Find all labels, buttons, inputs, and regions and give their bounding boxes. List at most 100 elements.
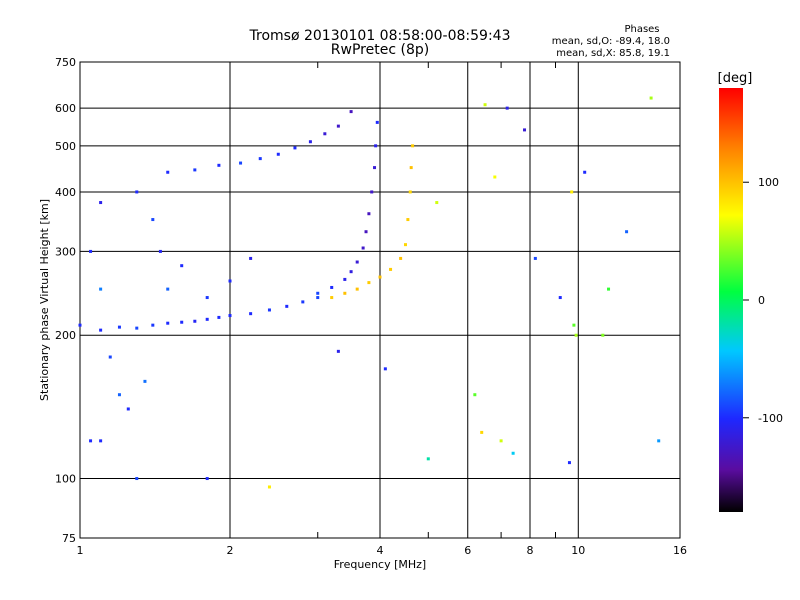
data-point [330, 296, 334, 300]
y-tick-label: 600 [55, 102, 76, 115]
y-tick-label: 100 [55, 473, 76, 486]
data-point [480, 430, 484, 434]
data-point [511, 451, 515, 455]
data-point [625, 230, 629, 234]
x-tick-label: 4 [377, 544, 384, 557]
data-point [558, 296, 562, 300]
x-tick-label: 1 [77, 544, 84, 557]
data-point [205, 477, 209, 481]
data-point [574, 333, 578, 337]
data-point [409, 166, 413, 170]
data-point [364, 230, 368, 234]
data-point [285, 304, 289, 308]
data-point [316, 291, 320, 295]
data-point [406, 218, 410, 222]
data-point [583, 170, 587, 174]
data-point [249, 312, 253, 316]
data-point [349, 110, 353, 114]
colorbar-tick-label: 100 [758, 176, 779, 189]
data-point [180, 320, 184, 324]
data-point [301, 300, 305, 304]
data-point [217, 315, 221, 319]
data-point [117, 393, 121, 397]
data-point [135, 477, 139, 481]
y-axis-label: Stationary phase Virtual Height [km] [38, 199, 51, 401]
data-point [151, 323, 155, 327]
data-point [267, 308, 271, 312]
data-point [408, 190, 412, 194]
data-point [166, 287, 170, 291]
data-point [158, 249, 162, 253]
data-point [523, 128, 527, 132]
data-point [355, 287, 359, 291]
data-point [89, 439, 93, 443]
data-point [389, 267, 393, 271]
data-point [349, 270, 353, 274]
x-tick-label: 10 [571, 544, 585, 557]
data-point [403, 243, 407, 247]
data-point [205, 317, 209, 321]
data-point [108, 355, 112, 359]
data-point [383, 367, 387, 371]
y-tick-label: 300 [55, 245, 76, 258]
data-point [567, 461, 571, 465]
data-point [570, 190, 574, 194]
x-tick-label: 8 [527, 544, 534, 557]
data-point [228, 314, 232, 318]
data-point [370, 190, 374, 194]
data-point [323, 132, 327, 136]
data-point [78, 323, 82, 327]
data-point [435, 201, 439, 205]
data-point [473, 393, 477, 397]
data-point [239, 161, 243, 165]
y-tick-label: 75 [62, 532, 76, 545]
data-point [99, 287, 103, 291]
x-tick-label: 2 [227, 544, 234, 557]
data-point [493, 175, 497, 179]
data-point [657, 439, 661, 443]
data-point [193, 319, 197, 323]
colorbar-ticks: 100 0 -100 [743, 176, 783, 425]
data-point [217, 163, 221, 167]
grid-lines [80, 62, 680, 538]
data-point [193, 168, 197, 172]
y-axis-ticks: 75 100 200 300 400 500 600 750 [55, 56, 76, 545]
colorbar [719, 88, 743, 512]
data-point [166, 321, 170, 325]
data-point [276, 152, 280, 156]
data-point [205, 296, 209, 300]
data-point [505, 106, 509, 110]
data-point [336, 124, 340, 128]
y-tick-label: 200 [55, 329, 76, 342]
data-point [308, 140, 312, 144]
data-point [135, 326, 139, 330]
data-point [483, 103, 487, 107]
data-point [293, 146, 297, 150]
data-point [367, 212, 371, 216]
data-point [151, 218, 155, 222]
data-point [378, 275, 382, 279]
stats-line-o: mean, sd,O: -89.4, 18.0 [552, 36, 670, 47]
x-tick-label: 16 [673, 544, 687, 557]
colorbar-tick-label: 0 [758, 294, 765, 307]
data-point [361, 246, 365, 250]
data-point [117, 325, 121, 329]
data-point [258, 157, 262, 161]
data-point [143, 379, 147, 383]
data-point [367, 281, 371, 285]
chart-title: Tromsø 20130101 08:58:00-08:59:43 [249, 28, 511, 44]
data-point [89, 249, 93, 253]
data-point [355, 260, 359, 264]
data-point [99, 439, 103, 443]
colorbar-label: [deg] [718, 71, 753, 86]
data-point [99, 328, 103, 332]
data-point [426, 457, 430, 461]
data-point [375, 120, 379, 124]
data-point [228, 279, 232, 283]
data-point [607, 287, 611, 291]
data-point [166, 170, 170, 174]
data-point [330, 285, 334, 289]
data-point [267, 485, 271, 489]
data-points [78, 96, 661, 489]
